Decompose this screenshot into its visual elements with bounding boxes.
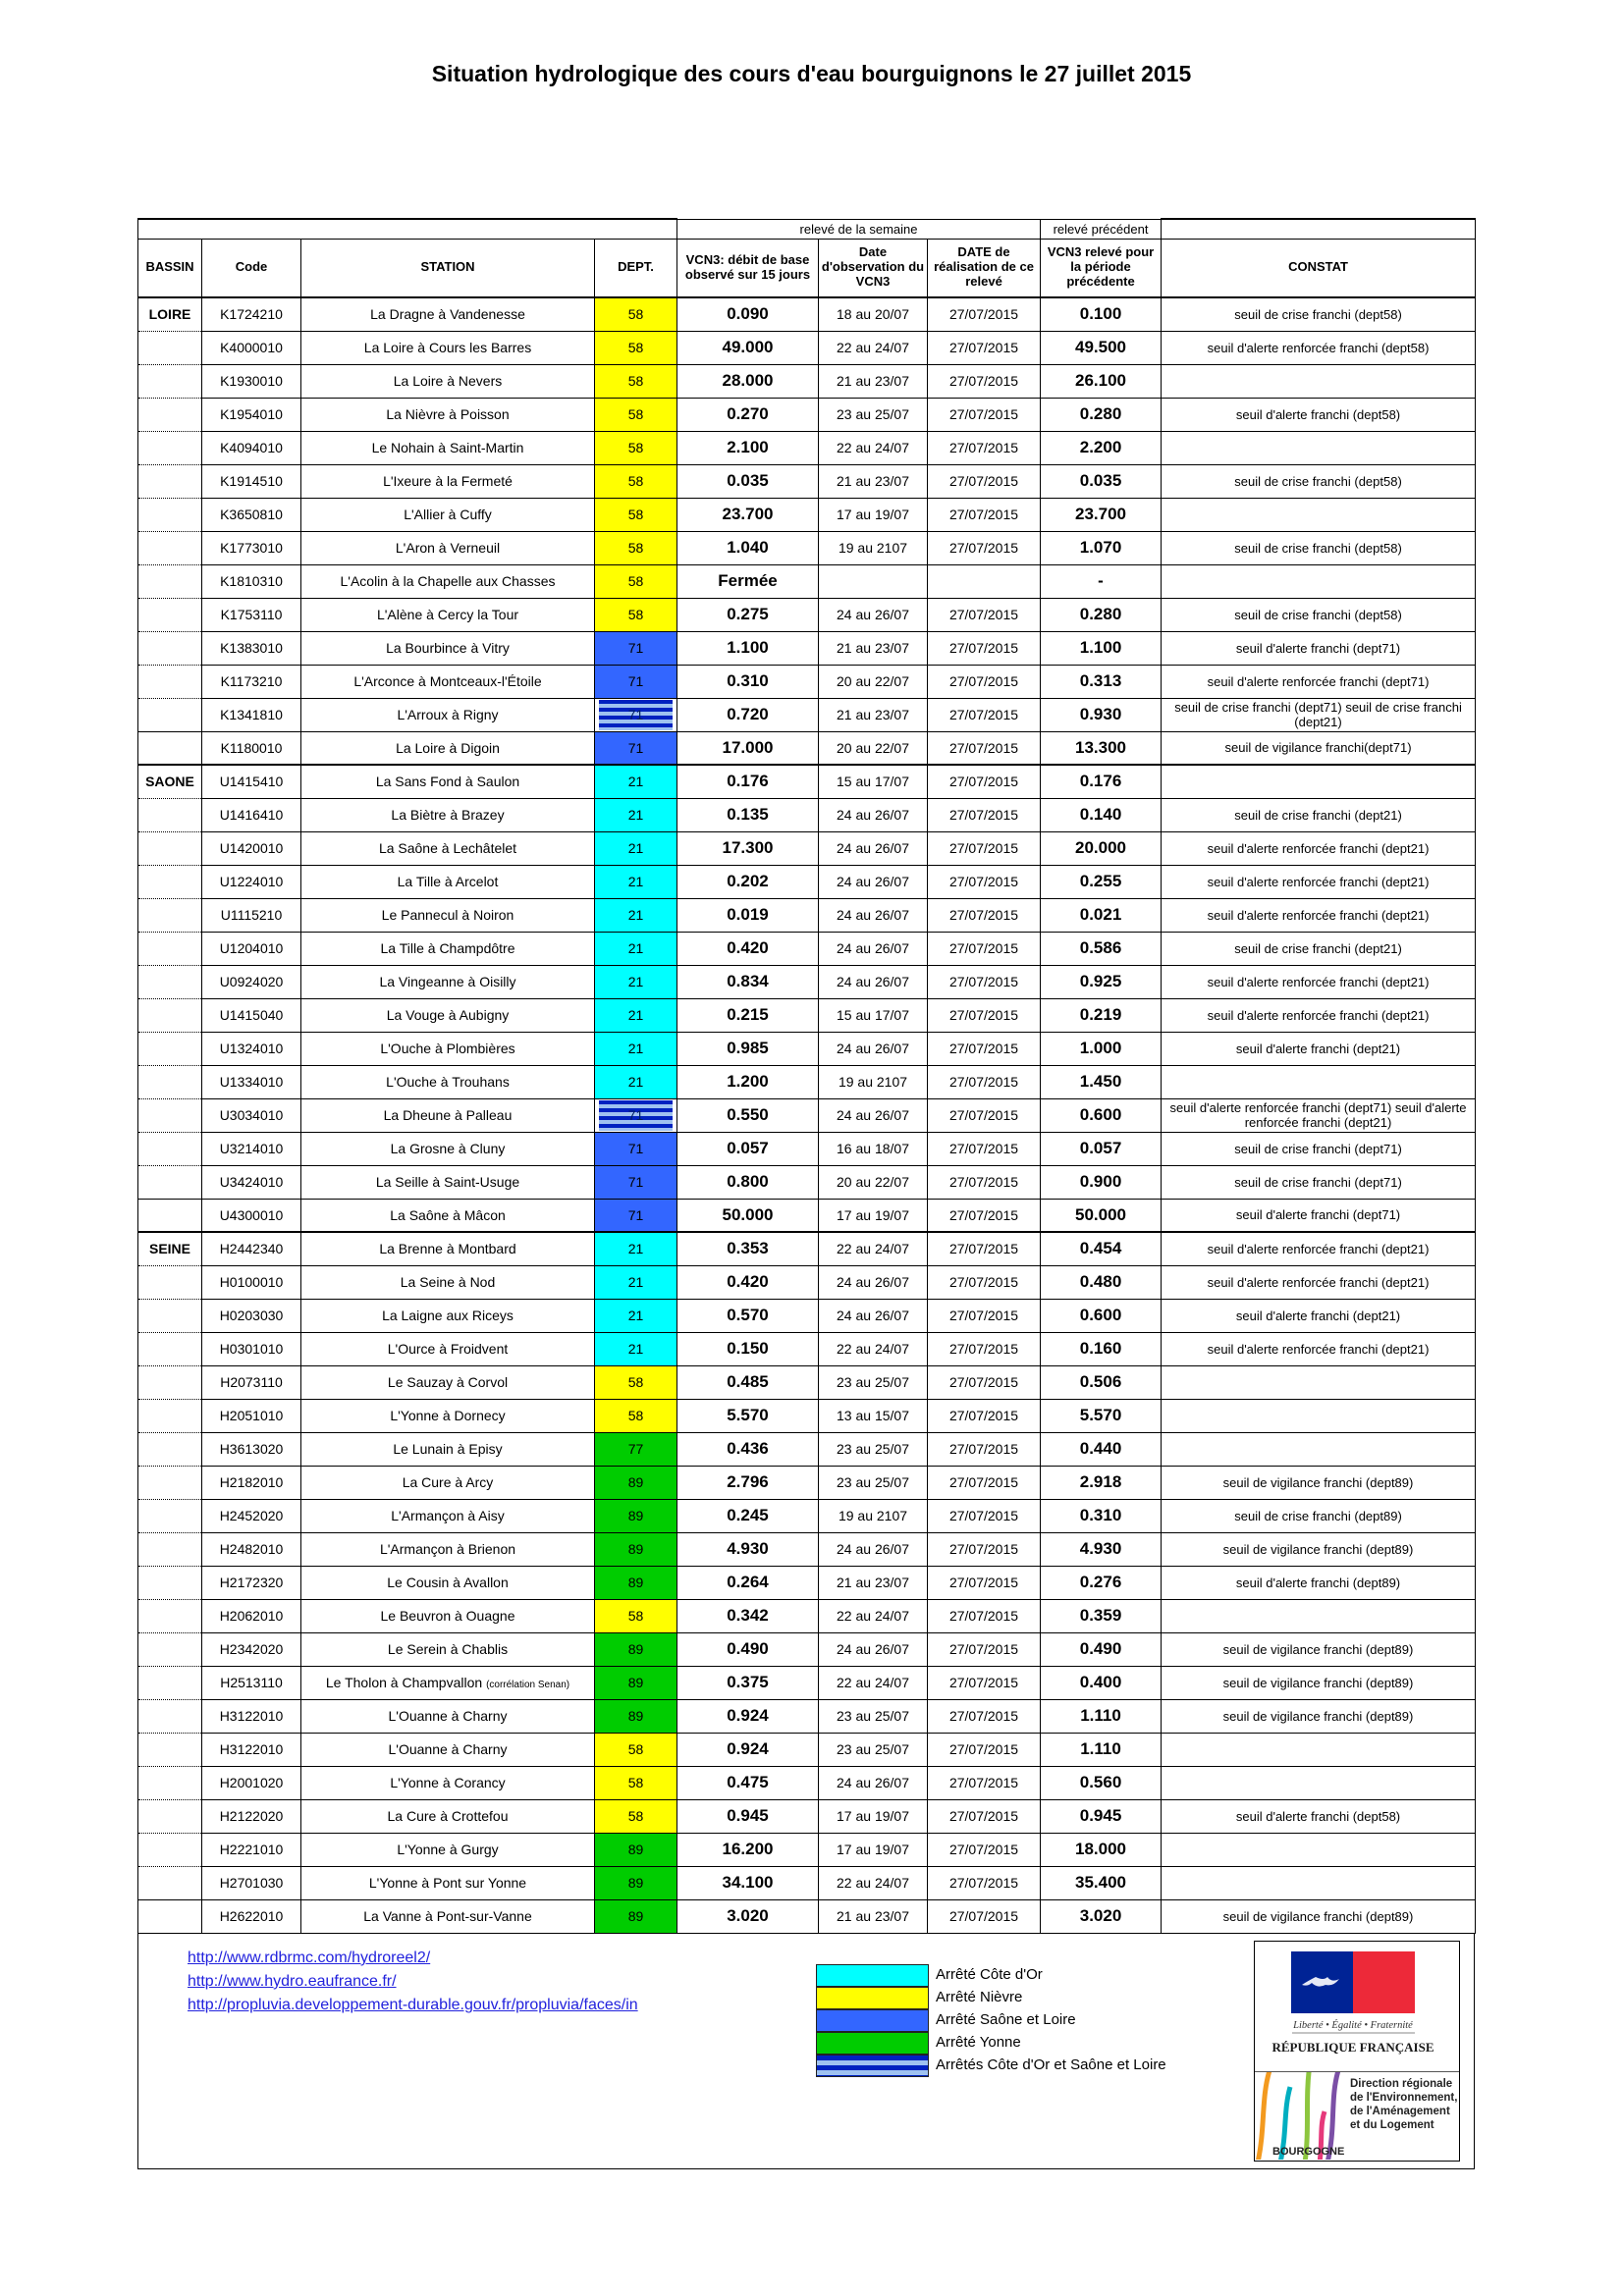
svg-text:BOURGOGNE: BOURGOGNE xyxy=(1272,2146,1344,2158)
svg-text:Direction régionale: Direction régionale xyxy=(1350,2078,1452,2090)
svg-text:Liberté • Égalité • Fraternité: Liberté • Égalité • Fraternité xyxy=(1292,2019,1414,2031)
svg-text:de l'Environnement,: de l'Environnement, xyxy=(1350,2092,1457,2104)
svg-text:et du Logement: et du Logement xyxy=(1350,2119,1434,2131)
svg-text:RÉPUBLIQUE FRANÇAISE: RÉPUBLIQUE FRANÇAISE xyxy=(1271,2040,1434,2055)
svg-text:de l'Aménagement: de l'Aménagement xyxy=(1350,2106,1450,2117)
